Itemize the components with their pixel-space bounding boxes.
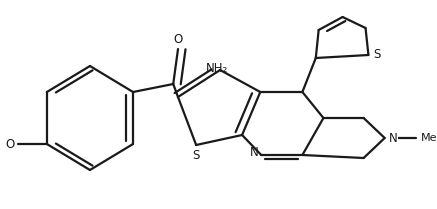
Text: S: S xyxy=(192,149,200,162)
Text: O: O xyxy=(173,33,183,46)
Text: N: N xyxy=(388,131,397,144)
Text: N: N xyxy=(250,147,258,159)
Text: NH₂: NH₂ xyxy=(206,62,229,75)
Text: Me: Me xyxy=(421,133,437,143)
Text: O: O xyxy=(6,138,15,150)
Text: S: S xyxy=(373,48,381,61)
